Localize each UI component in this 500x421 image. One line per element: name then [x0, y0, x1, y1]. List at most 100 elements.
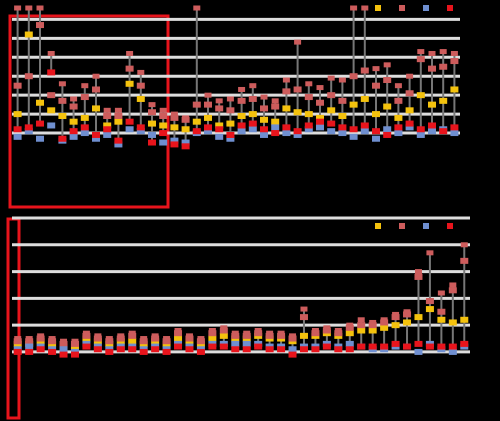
marker — [360, 128, 369, 135]
whisker-cap — [450, 50, 458, 56]
marker — [13, 348, 22, 355]
marker — [405, 120, 414, 127]
whisker-cap — [81, 83, 89, 89]
marker — [437, 308, 446, 315]
marker — [58, 135, 67, 142]
marker — [69, 133, 78, 140]
marker — [114, 141, 123, 148]
marker — [80, 130, 89, 137]
marker — [69, 128, 78, 135]
whisker-cap — [428, 50, 436, 56]
marker — [219, 327, 228, 334]
marker — [69, 118, 78, 125]
marker — [448, 343, 457, 350]
marker — [125, 80, 134, 87]
marker — [24, 124, 33, 131]
marker — [36, 135, 44, 142]
marker — [293, 131, 302, 138]
marker — [139, 348, 148, 355]
marker — [93, 335, 102, 342]
marker — [254, 330, 263, 337]
marker — [448, 287, 457, 294]
marker — [360, 122, 369, 129]
marker — [192, 101, 201, 108]
marker — [425, 306, 434, 313]
marker — [248, 95, 257, 102]
marker — [136, 82, 145, 89]
marker — [425, 298, 434, 305]
legend-swatch — [423, 5, 429, 11]
marker — [299, 332, 308, 339]
marker — [327, 107, 336, 114]
marker — [114, 137, 123, 144]
marker — [192, 118, 201, 125]
marker — [47, 69, 56, 76]
marker — [204, 114, 212, 121]
marker — [24, 128, 33, 135]
marker — [349, 126, 358, 133]
marker — [304, 94, 313, 101]
marker — [116, 346, 125, 353]
marker — [128, 332, 137, 339]
marker — [357, 322, 366, 329]
marker — [439, 63, 448, 70]
marker — [237, 113, 246, 119]
marker — [360, 95, 369, 102]
marker — [391, 314, 400, 321]
marker — [405, 124, 414, 131]
marker — [316, 118, 324, 125]
whisker-cap — [316, 85, 324, 91]
marker — [316, 124, 324, 131]
marker — [116, 335, 125, 342]
marker — [460, 316, 469, 323]
marker — [414, 314, 423, 321]
marker — [148, 139, 156, 146]
marker — [460, 257, 469, 264]
whisker-cap — [126, 50, 134, 56]
marker — [237, 128, 246, 135]
marker — [125, 126, 134, 133]
marker — [416, 92, 425, 99]
marker — [414, 348, 423, 355]
marker — [416, 56, 425, 63]
marker — [47, 92, 56, 99]
marker — [80, 114, 89, 121]
marker — [226, 131, 235, 138]
marker — [242, 332, 251, 339]
marker — [70, 351, 79, 358]
marker — [288, 346, 297, 353]
marker — [293, 128, 302, 135]
marker — [36, 120, 44, 127]
marker — [80, 124, 89, 131]
marker — [231, 346, 240, 353]
marker — [450, 86, 459, 93]
whisker-cap — [238, 86, 246, 92]
marker — [148, 109, 156, 116]
marker — [36, 99, 44, 106]
marker — [277, 332, 286, 339]
whisker-cap — [327, 75, 335, 81]
marker — [103, 126, 112, 133]
marker — [416, 131, 425, 138]
marker — [299, 346, 308, 353]
marker — [380, 319, 389, 326]
marker — [69, 103, 78, 110]
marker — [170, 137, 179, 144]
marker — [181, 116, 190, 123]
whisker-cap — [271, 98, 279, 104]
whisker-cap — [36, 5, 44, 11]
marker — [59, 346, 68, 353]
marker — [428, 122, 436, 129]
legend-swatch — [375, 5, 381, 11]
marker — [80, 94, 89, 101]
marker — [24, 31, 33, 38]
marker — [25, 338, 34, 345]
marker — [372, 82, 380, 89]
marker — [13, 338, 22, 345]
marker — [380, 324, 389, 331]
marker — [360, 67, 369, 74]
whisker-cap — [414, 269, 422, 275]
marker — [334, 346, 343, 353]
marker — [13, 111, 22, 118]
